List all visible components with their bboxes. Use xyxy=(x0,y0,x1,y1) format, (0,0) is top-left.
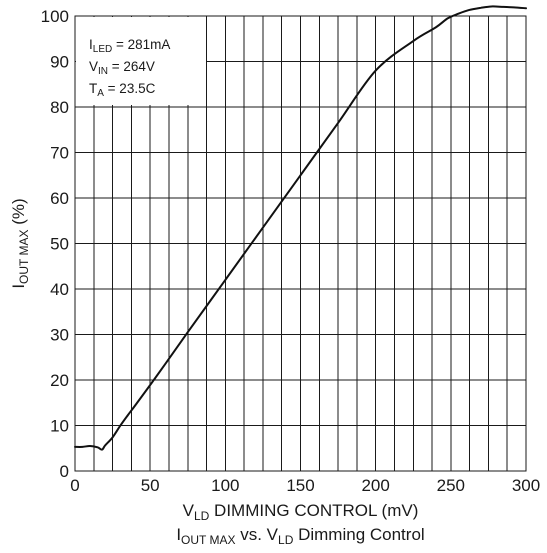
annotation-input-voltage: VIN = 264V xyxy=(89,59,155,77)
x-tick-label-250: 250 xyxy=(437,476,465,495)
x-tick-label-300: 300 xyxy=(512,476,540,495)
chart-title-mid-sub: LD xyxy=(278,533,294,547)
x-axis-label-main: V xyxy=(183,501,195,520)
y-tick-label-50: 50 xyxy=(50,235,69,254)
y-axis-label-tail: (%) xyxy=(9,198,28,229)
annotation-group: ILED = 281mA VIN = 264V TA = 23.5C xyxy=(76,17,206,105)
chart-title-main: I xyxy=(176,525,181,544)
y-tick-label-20: 20 xyxy=(50,371,69,390)
chart-title-mid: vs. V xyxy=(236,525,279,544)
y-tick-label-10: 10 xyxy=(50,417,69,436)
ticks-group: 0 50 100 150 200 250 300 0 10 20 30 40 50 60 70 80 90 100 xyxy=(41,7,541,495)
y-tick-label-100: 100 xyxy=(41,7,69,26)
annotation-input-voltage-main: V xyxy=(89,59,98,74)
x-axis-label-tail: DIMMING CONTROL (mV) xyxy=(209,501,418,520)
annotation-led-current-tail: = 281mA xyxy=(112,37,170,52)
annotation-ambient-temp-tail: = 23.5C xyxy=(104,81,156,96)
y-tick-label-30: 30 xyxy=(50,326,69,345)
y-axis-label-main: I xyxy=(9,284,28,289)
plot-frame xyxy=(74,15,527,472)
y-tick-label-90: 90 xyxy=(50,53,69,72)
x-tick-label-50: 50 xyxy=(141,476,160,495)
chart-title: IOUT MAX vs. VLD Dimming Control xyxy=(176,525,424,547)
annotation-input-voltage-tail: = 264V xyxy=(108,59,155,74)
series-group xyxy=(74,5,527,451)
x-tick-label-0: 0 xyxy=(70,476,79,495)
chart-title-main-sub: OUT MAX xyxy=(181,533,235,547)
x-tick-label-100: 100 xyxy=(211,476,239,495)
y-tick-label-40: 40 xyxy=(50,280,69,299)
annotation-box xyxy=(76,17,206,105)
series-line-0 xyxy=(74,5,527,451)
y-axis-label: IOUT MAX (%) xyxy=(9,198,31,288)
annotation-ambient-temp-main: T xyxy=(89,81,97,96)
annotation-input-voltage-sub: IN xyxy=(98,66,108,77)
annotation-led-current-sub: LED xyxy=(93,44,112,55)
annotation-led-current-main: I xyxy=(89,37,93,52)
annotation-led-current: ILED = 281mA xyxy=(89,37,170,55)
x-axis-label-sub: LD xyxy=(194,509,210,523)
x-axis-label: VLD DIMMING CONTROL (mV) xyxy=(183,501,419,523)
x-tick-label-200: 200 xyxy=(361,476,389,495)
annotation-ambient-temp-sub: A xyxy=(97,88,104,99)
annotation-ambient-temp: TA = 23.5C xyxy=(89,81,156,99)
y-tick-label-80: 80 xyxy=(50,98,69,117)
y-axis-label-sub: OUT MAX xyxy=(17,229,31,283)
y-tick-label-70: 70 xyxy=(50,144,69,163)
y-tick-label-0: 0 xyxy=(60,462,69,481)
chart-title-tail: Dimming Control xyxy=(293,525,424,544)
x-tick-label-150: 150 xyxy=(286,476,314,495)
y-tick-label-60: 60 xyxy=(50,189,69,208)
